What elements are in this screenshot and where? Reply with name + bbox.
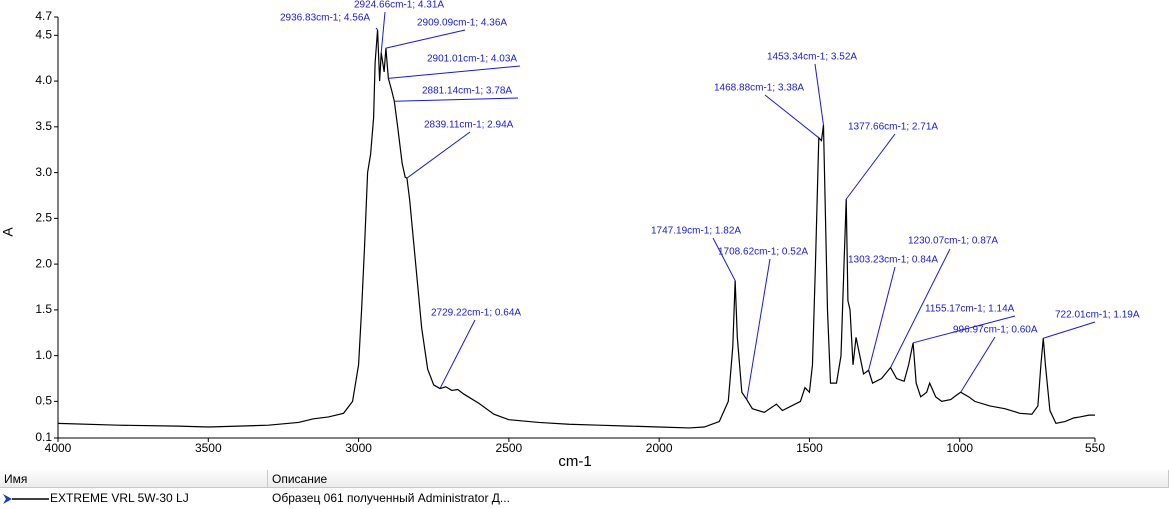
x-tick-label: 3500	[195, 441, 222, 455]
column-header[interactable]: Описание	[268, 470, 1169, 488]
annotation-label: 1468.88cm-1; 3.38A	[714, 83, 804, 94]
x-tick-label: 2500	[496, 441, 523, 455]
y-tick-label: 4.7	[35, 9, 52, 23]
annotation-leader	[814, 63, 824, 126]
y-tick-label: 3.5	[35, 119, 52, 133]
y-tick-label: 1.5	[35, 302, 52, 316]
arrow-icon	[3, 494, 12, 504]
annotation-leader	[845, 133, 896, 200]
annotation-label: 1747.19cm-1; 1.82A	[651, 226, 741, 237]
annotation-label: 2881.14cm-1; 3.78A	[422, 86, 512, 97]
y-tick-label: 2.5	[35, 211, 52, 225]
annotation-leader	[406, 131, 471, 179]
chart: cm-1 A 0.1 0.5 1.0 1.5 2.0 2.5 3.0 3.5 4.0 4.5 4.7…	[0, 0, 1140, 470]
annotation-label: 996.97cm-1; 0.60A	[953, 325, 1038, 336]
annotation-leader	[746, 258, 771, 400]
table: Имя Описание EXTREME VRL 5W-30 LJ Образе…	[0, 470, 1169, 509]
y-tick-label: 3.0	[35, 165, 52, 179]
annotation-leader	[960, 336, 996, 393]
annotation-label: 1155.17cm-1; 1.14A	[925, 304, 1015, 315]
annotation-label: 2729.22cm-1; 0.64A	[431, 308, 521, 319]
y-tick-label: 1.0	[35, 348, 52, 362]
annotation-leader	[385, 29, 466, 49]
y-axis-label: A	[0, 227, 16, 237]
annotation-label: 1453.34cm-1; 3.52A	[767, 52, 857, 63]
x-tick-label: 1000	[946, 441, 973, 455]
annotation-label: 2924.66cm-1; 4.31A	[354, 0, 444, 11]
annotation-leader	[868, 266, 896, 371]
annotation-leader	[890, 248, 951, 368]
column-header[interactable]: Имя	[0, 470, 268, 488]
annotation-leader	[380, 11, 386, 53]
annotation-label: 2901.01cm-1; 4.03A	[427, 54, 517, 65]
y-tick-label: 4.5	[35, 27, 52, 41]
x-axis-label: cm-1	[558, 453, 591, 470]
row-icon	[3, 494, 49, 504]
annotation-leader	[394, 97, 519, 102]
row-name[interactable]: EXTREME VRL 5W-30 LJ	[50, 491, 189, 505]
annotation-leader	[1043, 321, 1096, 339]
annotation-label: 2936.83cm-1; 4.56A	[280, 13, 370, 24]
annotation-leader	[764, 94, 820, 139]
annotation-label: 1708.62cm-1; 0.52A	[718, 247, 808, 258]
annotation-leader	[912, 315, 1016, 344]
annotation-label: 2909.09cm-1; 4.36A	[417, 18, 507, 29]
row-description[interactable]: Образец 061 полученный Administrator Д..…	[272, 491, 510, 505]
annotation-leader	[375, 27, 378, 31]
spectrum-line	[57, 29, 1095, 429]
y-tick-label: 2.0	[35, 256, 52, 270]
x-tick-label: 3000	[345, 441, 372, 455]
x-tick-label: 4000	[45, 441, 72, 455]
annotation-label: 2839.11cm-1; 2.94A	[424, 120, 514, 131]
x-tick-label: 1500	[796, 441, 823, 455]
y-tick-label: 0.5	[35, 394, 52, 408]
annotation-leader	[388, 65, 521, 79]
annotation-leader	[439, 319, 476, 389]
y-tick-label: 0.1	[35, 430, 52, 444]
annotation-label: 1303.23cm-1; 0.84A	[848, 255, 938, 266]
y-tick-label: 4.0	[35, 73, 52, 87]
annotation-leader	[712, 237, 736, 281]
x-tick-label: 550	[1085, 441, 1105, 455]
annotation-label: 722.01cm-1; 1.19A	[1055, 310, 1140, 321]
annotation-label: 1230.07cm-1; 0.87A	[908, 236, 998, 247]
x-tick-label: 2000	[646, 441, 673, 455]
annotation-label: 1377.66cm-1; 2.71A	[848, 122, 938, 133]
